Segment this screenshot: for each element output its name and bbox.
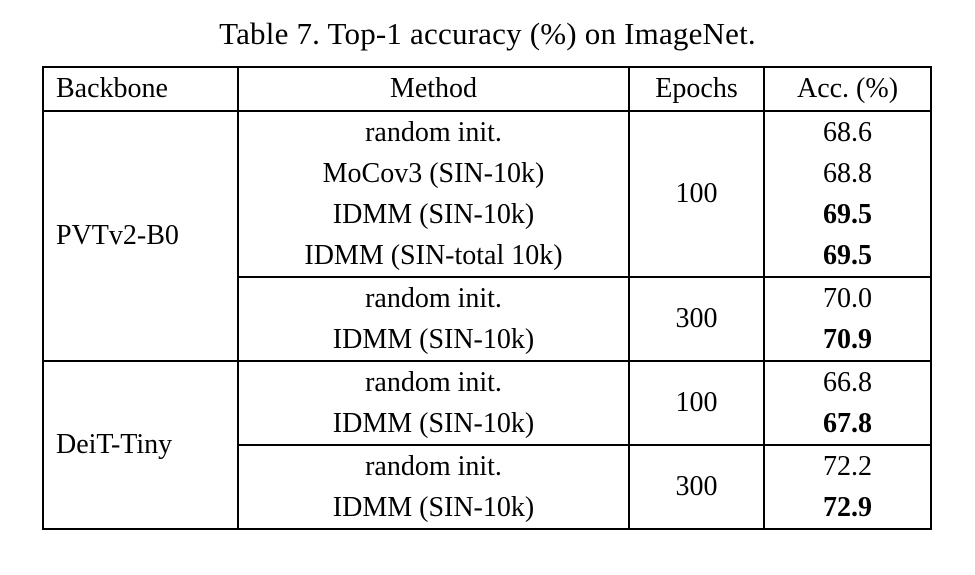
acc-cell: 69.5 bbox=[763, 194, 931, 235]
table-row: IDMM (SIN-total 10k) 69.5 bbox=[43, 235, 931, 277]
acc-cell: 69.5 bbox=[763, 235, 931, 277]
method-cell: MoCov3 (SIN-10k) bbox=[237, 153, 629, 194]
backbone-cell: PVTv2-B0 bbox=[56, 220, 179, 252]
epochs-cell: 300 bbox=[628, 444, 764, 529]
epochs-cell: 300 bbox=[628, 276, 764, 361]
acc-cell: 68.8 bbox=[763, 153, 931, 194]
table-row: PVTv2-B0 random init. 100 68.6 bbox=[43, 111, 931, 277]
table-row: IDMM (SIN-10k) 67.8 bbox=[43, 403, 931, 445]
acc-cell: 70.9 bbox=[763, 319, 931, 361]
method-cell: random init. bbox=[237, 111, 629, 153]
method-cell: IDMM (SIN-10k) bbox=[237, 487, 629, 529]
method-cell: IDMM (SIN-10k) bbox=[237, 403, 629, 445]
method-cell: random init. bbox=[237, 360, 629, 403]
header-row: Backbone Method Epochs Acc. (%) bbox=[43, 67, 931, 112]
table-row: MoCov3 (SIN-10k) 68.8 bbox=[43, 153, 931, 194]
acc-cell: 68.6 bbox=[763, 111, 931, 153]
header-method: Method bbox=[237, 67, 629, 112]
header-epochs: Epochs bbox=[628, 67, 764, 112]
method-cell: random init. bbox=[237, 444, 629, 487]
epochs-cell: 100 bbox=[628, 111, 764, 277]
header-backbone: Backbone bbox=[43, 67, 238, 112]
method-cell: IDMM (SIN-10k) bbox=[237, 319, 629, 361]
table-row: IDMM (SIN-10k) 72.9 bbox=[43, 487, 931, 529]
results-table: Backbone Method Epochs Acc. (%) PVTv2-B0… bbox=[42, 66, 932, 530]
acc-cell: 70.0 bbox=[763, 276, 931, 319]
acc-cell: 66.8 bbox=[763, 360, 931, 403]
table-row: DeiT-Tiny random init. 100 66.8 bbox=[43, 360, 931, 529]
table-row: random init. 300 72.2 bbox=[43, 444, 931, 529]
table-row: random init. 300 70.0 bbox=[43, 276, 931, 361]
acc-cell: 67.8 bbox=[763, 403, 931, 445]
method-cell: IDMM (SIN-10k) bbox=[237, 194, 629, 235]
method-cell: random init. bbox=[237, 276, 629, 319]
epochs-cell: 100 bbox=[628, 360, 764, 445]
table-row: IDMM (SIN-10k) 70.9 bbox=[43, 319, 931, 361]
table-row: IDMM (SIN-10k) 69.5 bbox=[43, 194, 931, 235]
backbone-cell: DeiT-Tiny bbox=[43, 360, 238, 529]
table-caption: Table 7. Top-1 accuracy (%) on ImageNet. bbox=[219, 16, 756, 51]
header-acc: Acc. (%) bbox=[763, 67, 931, 112]
acc-cell: 72.2 bbox=[763, 444, 931, 487]
acc-cell: 72.9 bbox=[763, 487, 931, 529]
method-cell: IDMM (SIN-total 10k) bbox=[237, 235, 629, 277]
